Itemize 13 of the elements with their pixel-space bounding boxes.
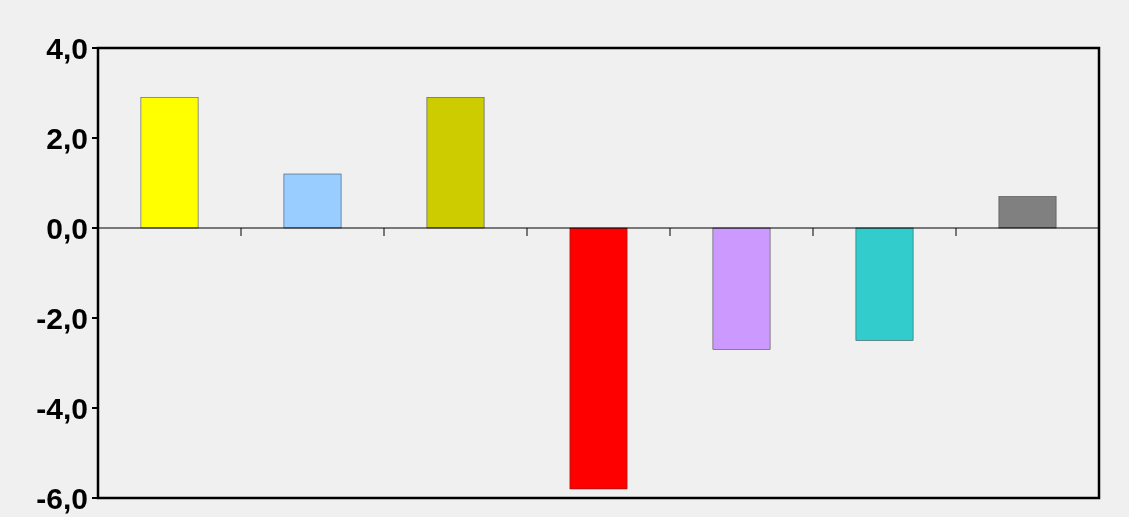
bar	[712, 227, 771, 350]
y-tick-label: 4,0	[46, 31, 88, 65]
y-tick-label: -2,0	[36, 301, 88, 335]
y-tick-label: -4,0	[36, 391, 88, 425]
bar	[569, 227, 628, 490]
y-tick-label: -6,0	[36, 481, 88, 515]
y-tick-label: 2,0	[46, 121, 88, 155]
bar	[140, 97, 199, 229]
bar	[855, 227, 914, 341]
bar	[998, 196, 1057, 229]
bar	[283, 173, 342, 229]
bar	[426, 97, 485, 229]
y-tick-label: 0,0	[46, 211, 88, 245]
